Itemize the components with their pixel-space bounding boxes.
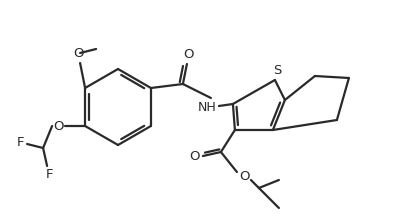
Text: O: O — [183, 48, 194, 61]
Text: NH: NH — [198, 101, 216, 113]
Text: O: O — [190, 150, 200, 162]
Text: O: O — [240, 171, 250, 183]
Text: S: S — [273, 64, 281, 76]
Text: F: F — [16, 135, 24, 149]
Text: F: F — [45, 168, 53, 180]
Text: O: O — [53, 119, 63, 132]
Text: O: O — [73, 46, 83, 59]
